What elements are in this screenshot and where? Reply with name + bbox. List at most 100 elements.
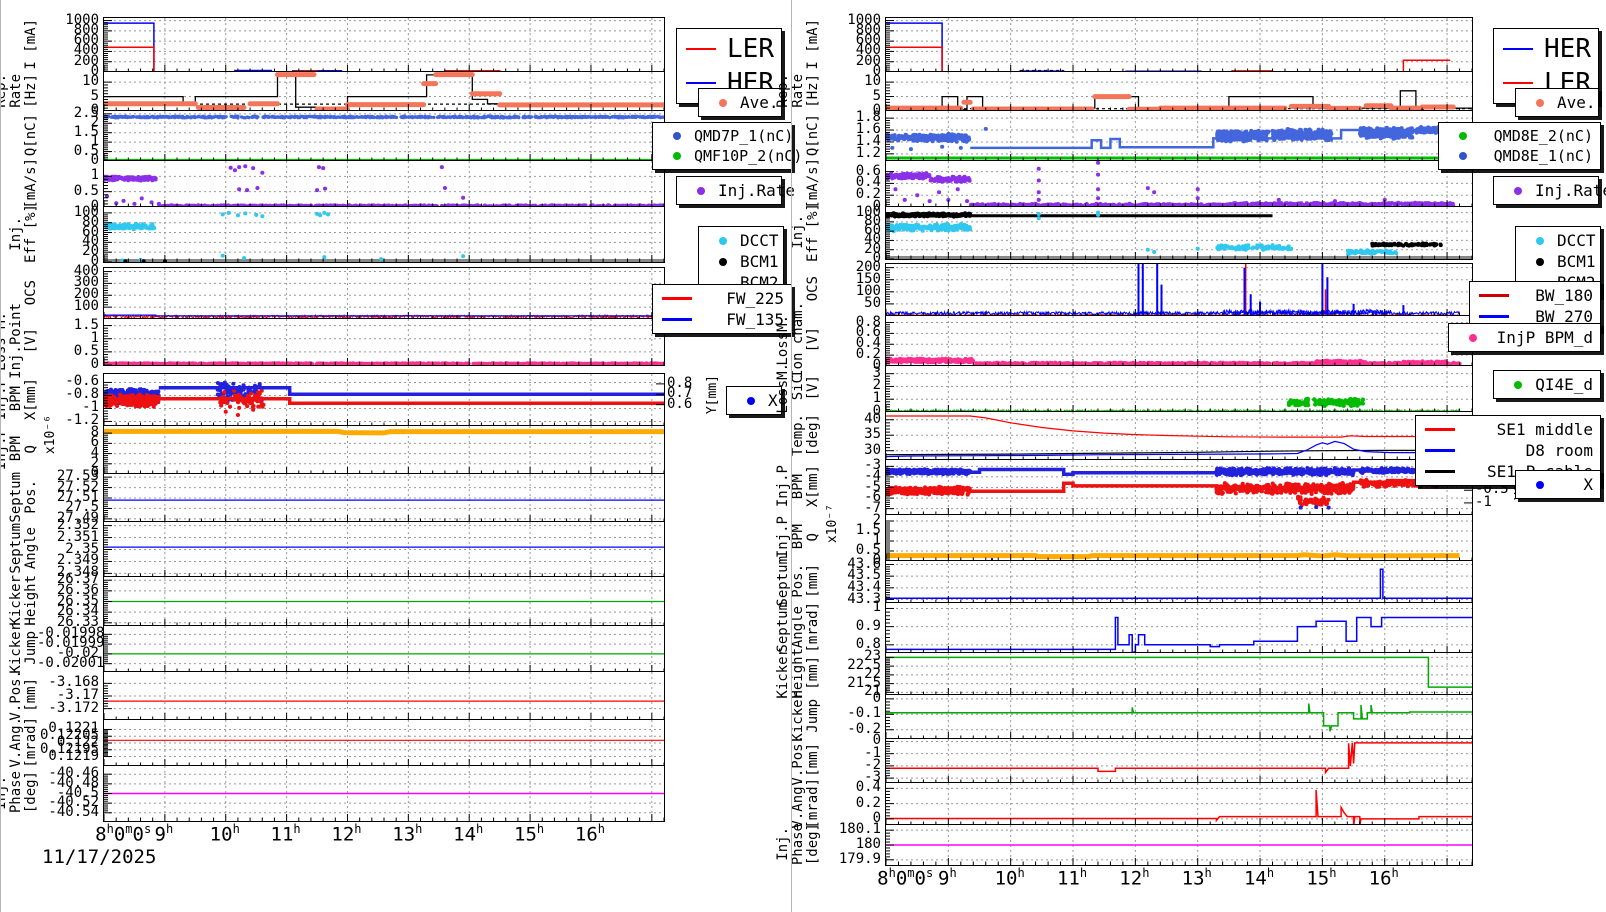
ytick-v-pos: 0 xyxy=(872,732,881,749)
ytick-ocs: 200 xyxy=(73,286,99,303)
axis-title-kicker-height: Kicker Height [mm] xyxy=(775,647,821,699)
xtick-label: 8h0m0s xyxy=(877,866,934,890)
legend-dot-marker xyxy=(1456,333,1490,342)
axis-title-rep-rate: Rep. Rate [Hz] xyxy=(0,73,39,108)
legend-line-marker xyxy=(1501,81,1535,85)
ytick-i-ma: 0 xyxy=(872,63,881,79)
ytick-kicker-height: 26.36 xyxy=(56,581,99,598)
ytick-lossm-ion: 0.8 xyxy=(855,313,881,330)
axis-title-kicker-height: Kicker Height xyxy=(8,575,39,626)
ytick-lossm-injpoint: 1.5 xyxy=(73,316,99,333)
ytick-q-nc: 0 xyxy=(90,152,99,168)
legend-label: BCM1 xyxy=(1557,252,1596,271)
ytick-q-nc: 1.5 xyxy=(73,123,99,140)
ytick-kicker-height: 22 xyxy=(864,665,881,682)
ytick-kicker-height: 21 xyxy=(864,683,881,700)
legend-label: BW_270 xyxy=(1535,307,1593,326)
legend-dot-marker xyxy=(1523,480,1557,489)
legend-dot-marker xyxy=(706,236,740,245)
axis-title-v-pos: V.Pos. [mm] xyxy=(8,669,39,721)
ytick-inj-eff: 60 xyxy=(864,222,881,239)
ytick-kicker-height: 22.5 xyxy=(847,657,881,674)
subplot-v-ang xyxy=(103,719,665,767)
ytick-septum-pos: 43.3 xyxy=(847,590,881,607)
ytick-v-ang: 0.12195 xyxy=(39,740,99,757)
legend-label: Ave. xyxy=(740,93,779,112)
xtick-label: 14h xyxy=(453,822,484,846)
ytick-injp-bpm-x: -4 xyxy=(864,467,881,484)
ytick-ocs: 300 xyxy=(73,274,99,291)
legend-line-marker xyxy=(1477,315,1511,318)
ytick-injp-bpm-q: 2 xyxy=(872,512,881,528)
legend-label: Inj.Rate xyxy=(718,181,796,200)
subplot-septum-pos xyxy=(885,560,1473,604)
right-ytick-injp-bpm-x: 0.6 xyxy=(667,395,693,412)
ytick-q-nc: 2 xyxy=(90,114,99,131)
ytick-q-nc: 1.4 xyxy=(855,132,881,149)
xtick-label: 15h xyxy=(1306,866,1337,890)
ytick-inj-rate: 0.6 xyxy=(855,162,881,179)
legend-dot-marker xyxy=(1501,186,1535,195)
subplot-kicker-height xyxy=(885,652,1473,696)
ytick-inj-eff: 80 xyxy=(82,213,99,230)
ytick-inj-eff: 40 xyxy=(864,231,881,248)
xtick-label: 16h xyxy=(1368,866,1399,890)
ytick-rep-rate: 0 xyxy=(872,102,881,118)
ytick-i-ma: 600 xyxy=(73,32,99,49)
right-axis-title-injp-bpm-x: Y[mm] xyxy=(705,375,720,415)
axis-title-septum-angle: Septum Angle xyxy=(8,523,39,574)
ytick-injp-bpm-x: -3 xyxy=(864,457,881,474)
ytick-inj-phase: 179.9 xyxy=(838,850,881,867)
ytick-inj-eff: 0 xyxy=(872,250,881,266)
ytick-kicker-jump: -0.2 xyxy=(847,720,881,737)
ytick-v-pos: -1 xyxy=(864,744,881,761)
axis-title-lossm-injpoint: Loss M. Inj.Point [V] xyxy=(0,303,39,379)
subplot-kicker-height xyxy=(103,576,665,627)
ytick-septum-pos: 43.5 xyxy=(847,567,881,584)
xtick-label: 13h xyxy=(1181,866,1212,890)
ytick-injp-bpm-x: -6 xyxy=(864,489,881,506)
legend-dot-marker xyxy=(734,396,768,405)
ytick-septum-angle: 0.9 xyxy=(855,617,881,634)
ytick-injp-bpm-x: -0.6 xyxy=(65,373,99,390)
xtick-label: 12h xyxy=(331,822,362,846)
ytick-rep-rate: 10 xyxy=(82,73,99,90)
xtick-label: 9h xyxy=(154,822,174,846)
ytick-ocs: 100 xyxy=(73,298,99,315)
legend-line-marker xyxy=(1423,428,1457,431)
ytick-septum-pos: 43.6 xyxy=(847,555,881,572)
subplot-injp-bpm-x xyxy=(103,373,665,427)
axis-title-temp: Temp. [deg] xyxy=(790,413,821,457)
legend-fw-225: FW_225 FW_135 xyxy=(652,284,792,334)
xtick-label: 12h xyxy=(1119,866,1150,890)
legend-label: DCCT xyxy=(1557,231,1596,250)
legend-item: X xyxy=(734,390,778,411)
ytick-v-ang: 0.4 xyxy=(855,779,881,796)
ytick-i-ma: 800 xyxy=(73,21,99,38)
ytick-lossm-ion: 0.4 xyxy=(855,335,881,352)
subplot-kicker-jump xyxy=(103,625,665,673)
axis-title-injp-bpm-x: Inj.P BPM X[mm] xyxy=(775,465,821,508)
axis-title-injp-bpm-x: Inj.P BPM X[mm] xyxy=(0,377,39,421)
legend-label: X xyxy=(1583,475,1593,494)
xtick-label: 13h xyxy=(392,822,423,846)
legend-dot-marker xyxy=(660,152,694,160)
ytick-kicker-height: 26.37 xyxy=(56,571,99,588)
subplot-i-ma xyxy=(103,17,665,73)
ytick-inj-rate: 0.4 xyxy=(855,174,881,191)
subplot-v-pos xyxy=(885,738,1473,784)
legend-item: BW_270 xyxy=(1477,306,1593,327)
axis-title-v-ang: V.Ang. [mrad] xyxy=(790,777,821,829)
legend-dot-marker xyxy=(1446,152,1480,160)
legend-ave-: Ave. xyxy=(698,88,782,117)
ytick-inj-eff: 0 xyxy=(90,253,99,269)
ytick-lossm-sic: 3 xyxy=(872,364,881,381)
legend-label: InjP BPM_d xyxy=(1496,328,1593,347)
axis-exponent-injp-bpm-q: x10⁻⁶ xyxy=(43,415,58,455)
ytick-i-ma: 600 xyxy=(855,32,881,49)
legend-label: QMD8E_2(nC) xyxy=(1493,127,1593,145)
axis-title-septum-pos: Septum Pos. [mm] xyxy=(775,555,821,607)
ytick-v-ang: 0.1219 xyxy=(48,747,99,764)
axis-title-septum-pos: Septum Pos. xyxy=(8,471,39,523)
